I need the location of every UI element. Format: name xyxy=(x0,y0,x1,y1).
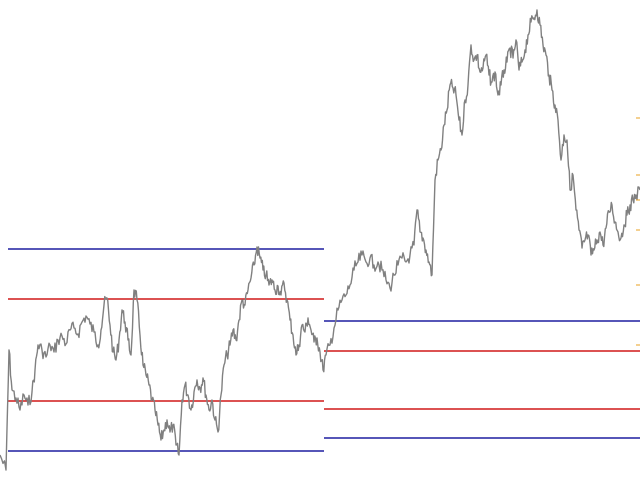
price-line-0 xyxy=(0,9,640,471)
level-lines xyxy=(8,248,640,452)
price-series xyxy=(0,9,640,471)
